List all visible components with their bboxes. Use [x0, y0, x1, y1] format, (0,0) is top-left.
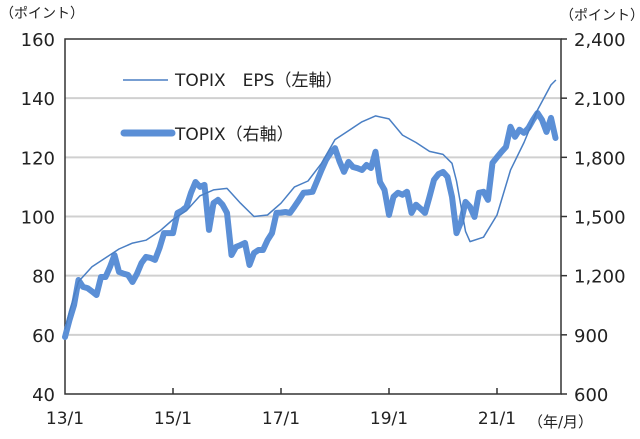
right-tick-label: 2,100	[574, 89, 626, 110]
left-tick-label: 160	[21, 30, 55, 51]
legend: TOPIX EPS（左軸） TOPIX（右軸）	[120, 71, 342, 145]
topix-line	[62, 110, 559, 340]
left-tick-label: 40	[32, 385, 55, 406]
series-layer	[62, 79, 559, 340]
left-tick-label: 60	[32, 326, 55, 347]
right-tick-label: 600	[574, 385, 608, 406]
left-tick-label: 140	[21, 89, 55, 110]
x-tick-label: 13/1	[46, 409, 84, 429]
legend-label-eps: TOPIX EPS（左軸）	[174, 71, 342, 91]
right-tick-label: 1,200	[574, 267, 626, 288]
left-tick-label: 100	[21, 208, 55, 229]
x-tick-label: 17/1	[262, 409, 300, 429]
x-tick-label: 21/1	[478, 409, 516, 429]
x-tick-label: 19/1	[370, 409, 408, 429]
axis-ticks: 40 600 60 900 80 1,200 100 1,500 120 1,800 140 2,10…	[21, 30, 626, 429]
legend-label-topix: TOPIX（右軸）	[174, 125, 294, 145]
eps-line	[64, 79, 557, 330]
right-axis-unit: （ポイント）	[560, 8, 640, 24]
left-axis-unit: （ポイント）	[0, 6, 84, 22]
right-tick-label: 900	[574, 326, 608, 347]
x-tick-label: 15/1	[154, 409, 192, 429]
right-tick-label: 2,400	[574, 30, 626, 51]
x-axis-unit: （年/月）	[528, 413, 593, 431]
left-tick-label: 120	[21, 148, 55, 169]
right-tick-label: 1,800	[574, 148, 626, 169]
left-tick-label: 80	[32, 267, 55, 288]
gridlines	[65, 97, 561, 336]
right-tick-label: 1,500	[574, 208, 626, 229]
